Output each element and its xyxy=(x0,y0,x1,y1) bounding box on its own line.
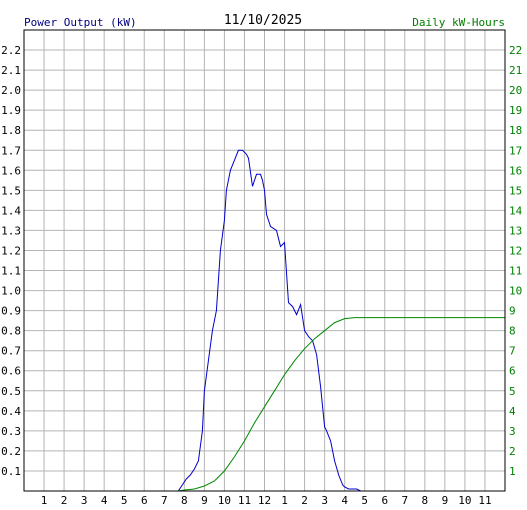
y-tick-label-right: 21 xyxy=(509,64,522,77)
y-tick-label-left: 2.2 xyxy=(1,44,21,57)
x-tick-label: 1 xyxy=(281,494,288,507)
y-tick-label-right: 3 xyxy=(509,425,516,438)
y-tick-label-right: 7 xyxy=(509,345,516,358)
series xyxy=(177,149,505,492)
y-tick-label-left: 0.4 xyxy=(1,405,21,418)
y-tick-label-left: 1.9 xyxy=(1,104,21,117)
y-tick-label-left: 1.2 xyxy=(1,244,21,257)
y-tick-label-left: 1.1 xyxy=(1,265,21,278)
y-tick-label-right: 11 xyxy=(509,265,522,278)
y-tick-label-right: 8 xyxy=(509,325,516,338)
left-axis-title: Power Output (kW) xyxy=(24,16,137,29)
y-tick-label-left: 0.7 xyxy=(1,345,21,358)
x-axis-ticks: 1 2 3 4 5 6 7 8 9 10 11 12 1 2 3 4 5 6 7 8 9 10 11 xyxy=(41,494,492,507)
y-tick-label-right: 14 xyxy=(509,204,523,217)
x-tick-label: 6 xyxy=(381,494,388,507)
y-tick-label-left: 0.6 xyxy=(1,365,21,378)
x-tick-label: 3 xyxy=(81,494,88,507)
series-line-power-output xyxy=(177,149,393,492)
x-tick-label: 7 xyxy=(161,494,168,507)
y-tick-label-left: 2.1 xyxy=(1,64,21,77)
x-tick-label: 9 xyxy=(201,494,208,507)
y-tick-label-left: 0.2 xyxy=(1,445,21,458)
y-tick-label-right: 5 xyxy=(509,385,516,398)
x-tick-label: 11 xyxy=(478,494,491,507)
y-tick-label-right: 4 xyxy=(509,405,516,418)
y-tick-label-right: 1 xyxy=(509,465,516,478)
y-tick-label-left: 1.7 xyxy=(1,144,21,157)
y-tick-label-left: 1.6 xyxy=(1,164,21,177)
x-tick-label: 10 xyxy=(218,494,231,507)
x-tick-label: 9 xyxy=(442,494,449,507)
series-line-daily-kwh xyxy=(178,317,505,492)
y-tick-label-right: 2 xyxy=(509,445,516,458)
y-tick-label-right: 22 xyxy=(509,44,522,57)
x-tick-label: 8 xyxy=(181,494,188,507)
x-tick-label: 5 xyxy=(361,494,368,507)
x-tick-label: 7 xyxy=(401,494,408,507)
date-title: 11/10/2025 xyxy=(224,13,302,28)
grid xyxy=(24,30,505,491)
y-tick-label-left: 0.9 xyxy=(1,305,21,318)
y-tick-label-left: 1.4 xyxy=(1,204,21,217)
x-tick-label: 12 xyxy=(258,494,271,507)
x-tick-label: 2 xyxy=(61,494,68,507)
y-tick-label-left: 1.3 xyxy=(1,224,21,237)
plot-frame xyxy=(23,29,506,492)
x-tick-label: 3 xyxy=(321,494,328,507)
y-tick-label-left: 1.0 xyxy=(1,285,21,298)
x-tick-label: 11 xyxy=(238,494,251,507)
x-tick-label: 8 xyxy=(422,494,429,507)
y-tick-label-left: 0.1 xyxy=(1,465,21,478)
y-tick-label-left: 0.8 xyxy=(1,325,21,338)
y-tick-label-right: 18 xyxy=(509,124,522,137)
y-tick-label-right: 9 xyxy=(509,305,516,318)
y-tick-label-right: 6 xyxy=(509,365,516,378)
y-tick-label-right: 13 xyxy=(509,224,522,237)
x-tick-label: 4 xyxy=(341,494,348,507)
y-tick-label-left: 2.0 xyxy=(1,84,21,97)
y-tick-label-right: 20 xyxy=(509,84,522,97)
right-axis-title: Daily kW-Hours xyxy=(412,16,505,29)
x-tick-label: 2 xyxy=(301,494,308,507)
x-tick-label: 1 xyxy=(41,494,48,507)
x-tick-label: 10 xyxy=(458,494,471,507)
y-axis-left-ticks: 0.1 0.2 0.3 0.4 0.5 0.6 0.7 0.8 0.9 1.0 1.1 1.2 1.3 1… xyxy=(1,44,21,478)
y-tick-label-left: 0.5 xyxy=(1,385,21,398)
y-tick-label-right: 10 xyxy=(509,285,522,298)
x-tick-label: 5 xyxy=(121,494,128,507)
y-tick-label-right: 15 xyxy=(509,184,522,197)
x-tick-label: 4 xyxy=(101,494,108,507)
x-tick-label: 6 xyxy=(141,494,148,507)
y-tick-label-right: 17 xyxy=(509,144,522,157)
y-tick-label-right: 12 xyxy=(509,244,522,257)
y-tick-label-left: 0.3 xyxy=(1,425,21,438)
y-tick-label-right: 16 xyxy=(509,164,522,177)
y-tick-label-right: 19 xyxy=(509,104,522,117)
y-tick-label-left: 1.5 xyxy=(1,184,21,197)
y-tick-label-left: 1.8 xyxy=(1,124,21,137)
